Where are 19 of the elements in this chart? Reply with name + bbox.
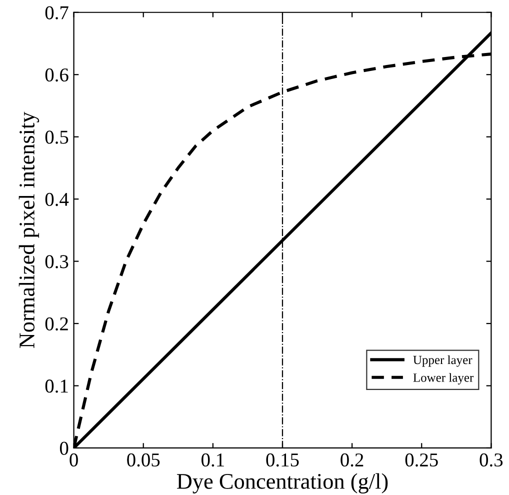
y-tick-label: 0.7 [45,6,68,20]
x-tick-label: 0.3 [480,453,503,467]
x-tick-label: 0.25 [405,453,438,467]
y-tick-label: 0.5 [45,130,68,144]
y-tick-label: 0 [60,442,68,455]
x-tick-label: 0.05 [127,453,160,467]
legend-label: Lower layer [413,373,474,384]
x-axis-title: Dye Concentration (g/l) [176,473,388,494]
x-tick-label: 0.1 [202,453,224,467]
y-tick-label: 0.1 [45,380,68,393]
y-tick-label: 0.2 [45,317,68,331]
y-tick-label: 0.6 [45,68,68,82]
y-tick-label: 0.4 [45,192,69,206]
x-tick-label: 0 [70,453,78,467]
y-tick-label: 0.3 [45,255,68,268]
x-tick-label: 0.15 [266,453,299,467]
legend-label: Upper layer [413,355,472,367]
x-tick-label: 0.2 [340,453,364,467]
y-axis-title: Normalized pixel intensity [18,112,40,348]
